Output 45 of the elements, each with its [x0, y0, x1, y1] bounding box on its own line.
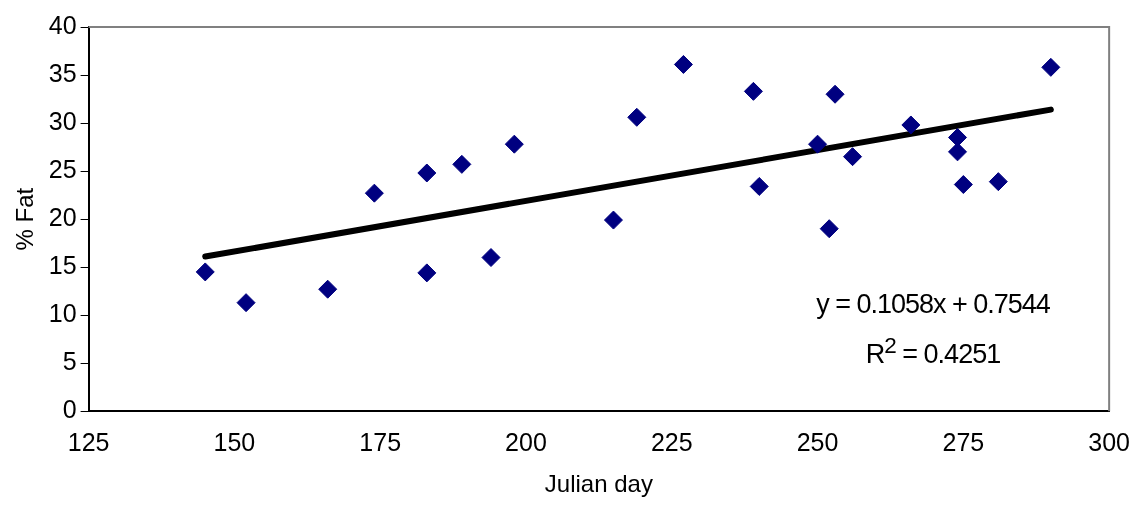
x-tick-label: 225: [650, 428, 693, 457]
point: [195, 262, 215, 282]
point: [318, 279, 338, 299]
point: [1041, 57, 1061, 77]
point: [901, 115, 921, 135]
point: [749, 176, 769, 196]
annotation: y = 0.1058x + 0.7544: [815, 288, 1051, 321]
x-tick-label: 125: [67, 428, 110, 457]
x-tick-label: 275: [942, 428, 985, 457]
point: [504, 134, 524, 154]
point: [948, 142, 968, 162]
y-tick-label: 0: [62, 395, 77, 424]
y-tick-label: 15: [48, 251, 77, 280]
y-tick-label: 25: [48, 154, 77, 183]
y-tick-label: 20: [48, 202, 77, 231]
point: [364, 183, 384, 203]
point: [808, 134, 828, 154]
point: [819, 219, 839, 239]
point: [948, 127, 968, 147]
y-tick-label: 10: [48, 299, 77, 328]
y-tick-label: 5: [62, 347, 77, 376]
point: [627, 107, 647, 127]
x-tick-label: 175: [359, 428, 402, 457]
point: [417, 263, 437, 283]
point: [825, 84, 845, 104]
y-tick-label: 30: [48, 106, 77, 135]
x-tick-label: 200: [505, 428, 547, 457]
point: [953, 175, 973, 195]
point: [603, 210, 623, 230]
annotation: R$^{2}$ = 0.4251: [864, 332, 1002, 371]
point: [988, 172, 1008, 192]
y-tick-label: 35: [48, 58, 77, 87]
point: [743, 81, 763, 101]
x-tick-label: 250: [796, 428, 839, 457]
point: [417, 163, 437, 183]
y-tick-label: 40: [48, 10, 77, 39]
point: [236, 293, 256, 313]
y-axis-title: % Fat: [11, 187, 39, 251]
x-tick-label: 150: [213, 428, 256, 457]
point: [452, 154, 472, 174]
point: [843, 147, 863, 167]
point: [673, 54, 693, 74]
x-axis-title: Julian day: [544, 470, 653, 498]
x-tick-label: 300: [1088, 428, 1130, 457]
point: [481, 248, 501, 268]
